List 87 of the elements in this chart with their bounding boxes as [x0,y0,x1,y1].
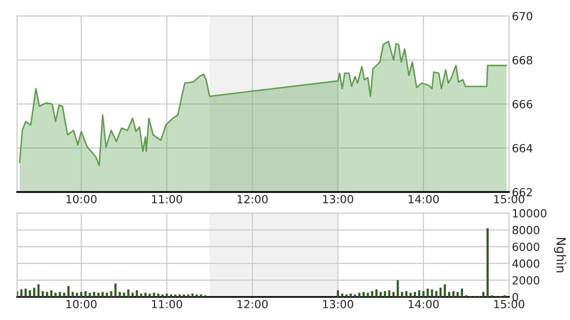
bar [444,284,446,297]
x-tick-label: 10:00 [66,300,97,308]
bar [336,290,339,297]
bar [170,294,172,297]
bar [46,292,48,297]
bar [37,284,40,297]
bar [157,294,160,297]
x-tick-label: 14:00 [408,300,439,308]
bar [84,291,87,297]
bar [72,292,74,297]
bar [414,292,416,297]
bar [42,291,44,297]
y-tick-label: 666 [512,100,532,108]
bar [166,294,168,297]
bar [341,294,344,297]
bar [456,292,459,297]
bar [401,292,404,297]
bar [161,294,164,297]
y-axis-title: Nghìn [554,238,567,272]
bar [33,288,36,297]
bar [110,291,112,297]
bar [422,291,425,297]
bar [345,294,348,297]
bar [435,291,438,297]
bar [426,288,429,297]
bar [187,294,190,297]
bar [358,292,360,297]
bar [384,291,386,297]
bar [418,290,420,297]
y-tick-label: 668 [512,56,532,64]
y-tick-label: 664 [512,144,532,152]
y-tick-label: 10000 [513,209,546,218]
y-tick-label: 8000 [512,226,540,234]
x-tick-label: 15:00 [494,300,524,308]
y-tick-label: 2000 [512,276,540,285]
x-tick-label: 13:00 [323,300,354,308]
bar [380,292,382,297]
bar [140,294,142,297]
x-tick-label: 12:00 [238,194,268,204]
bar [388,290,390,297]
y-tick-label: 4000 [512,259,540,268]
bar [127,289,130,297]
bar [148,294,151,297]
x-tick-label: 11:00 [152,194,182,204]
bar [191,294,194,297]
bar [375,289,378,297]
bar [354,294,356,297]
bar [174,294,176,297]
bar [114,284,117,297]
bar [93,292,96,297]
x-tick-label: 11:00 [152,300,182,308]
bar [196,294,198,297]
bar [178,294,181,297]
bar [58,292,61,297]
bar [405,291,408,297]
bar [102,292,104,297]
bar [88,292,91,297]
bar [80,292,82,297]
bar [118,292,121,297]
bar [67,286,70,297]
x-tick-label: 12:00 [238,300,268,308]
bar [392,292,395,297]
bar [396,280,399,297]
bar [362,292,365,297]
bar [430,289,434,297]
bar [371,291,374,297]
bar [24,288,27,297]
bar [448,292,450,297]
bar [452,291,454,297]
bar [200,294,202,297]
bar [28,290,31,297]
bar [486,228,489,297]
bar [460,288,464,297]
y-tick-label: 670 [512,12,532,20]
bar [482,292,484,297]
x-tick-label: 14:00 [408,194,439,204]
bar [50,290,52,297]
x-tick-label: 15:00 [494,194,524,204]
bar [136,290,138,297]
bar [350,294,352,297]
y-tick-label: 6000 [512,242,540,252]
bar [20,289,22,297]
x-tick-label: 13:00 [323,194,354,204]
bar [182,294,185,297]
x-tick-label: 10:00 [66,194,97,204]
bar [440,288,442,297]
y-tick-label: 662 [512,188,532,196]
